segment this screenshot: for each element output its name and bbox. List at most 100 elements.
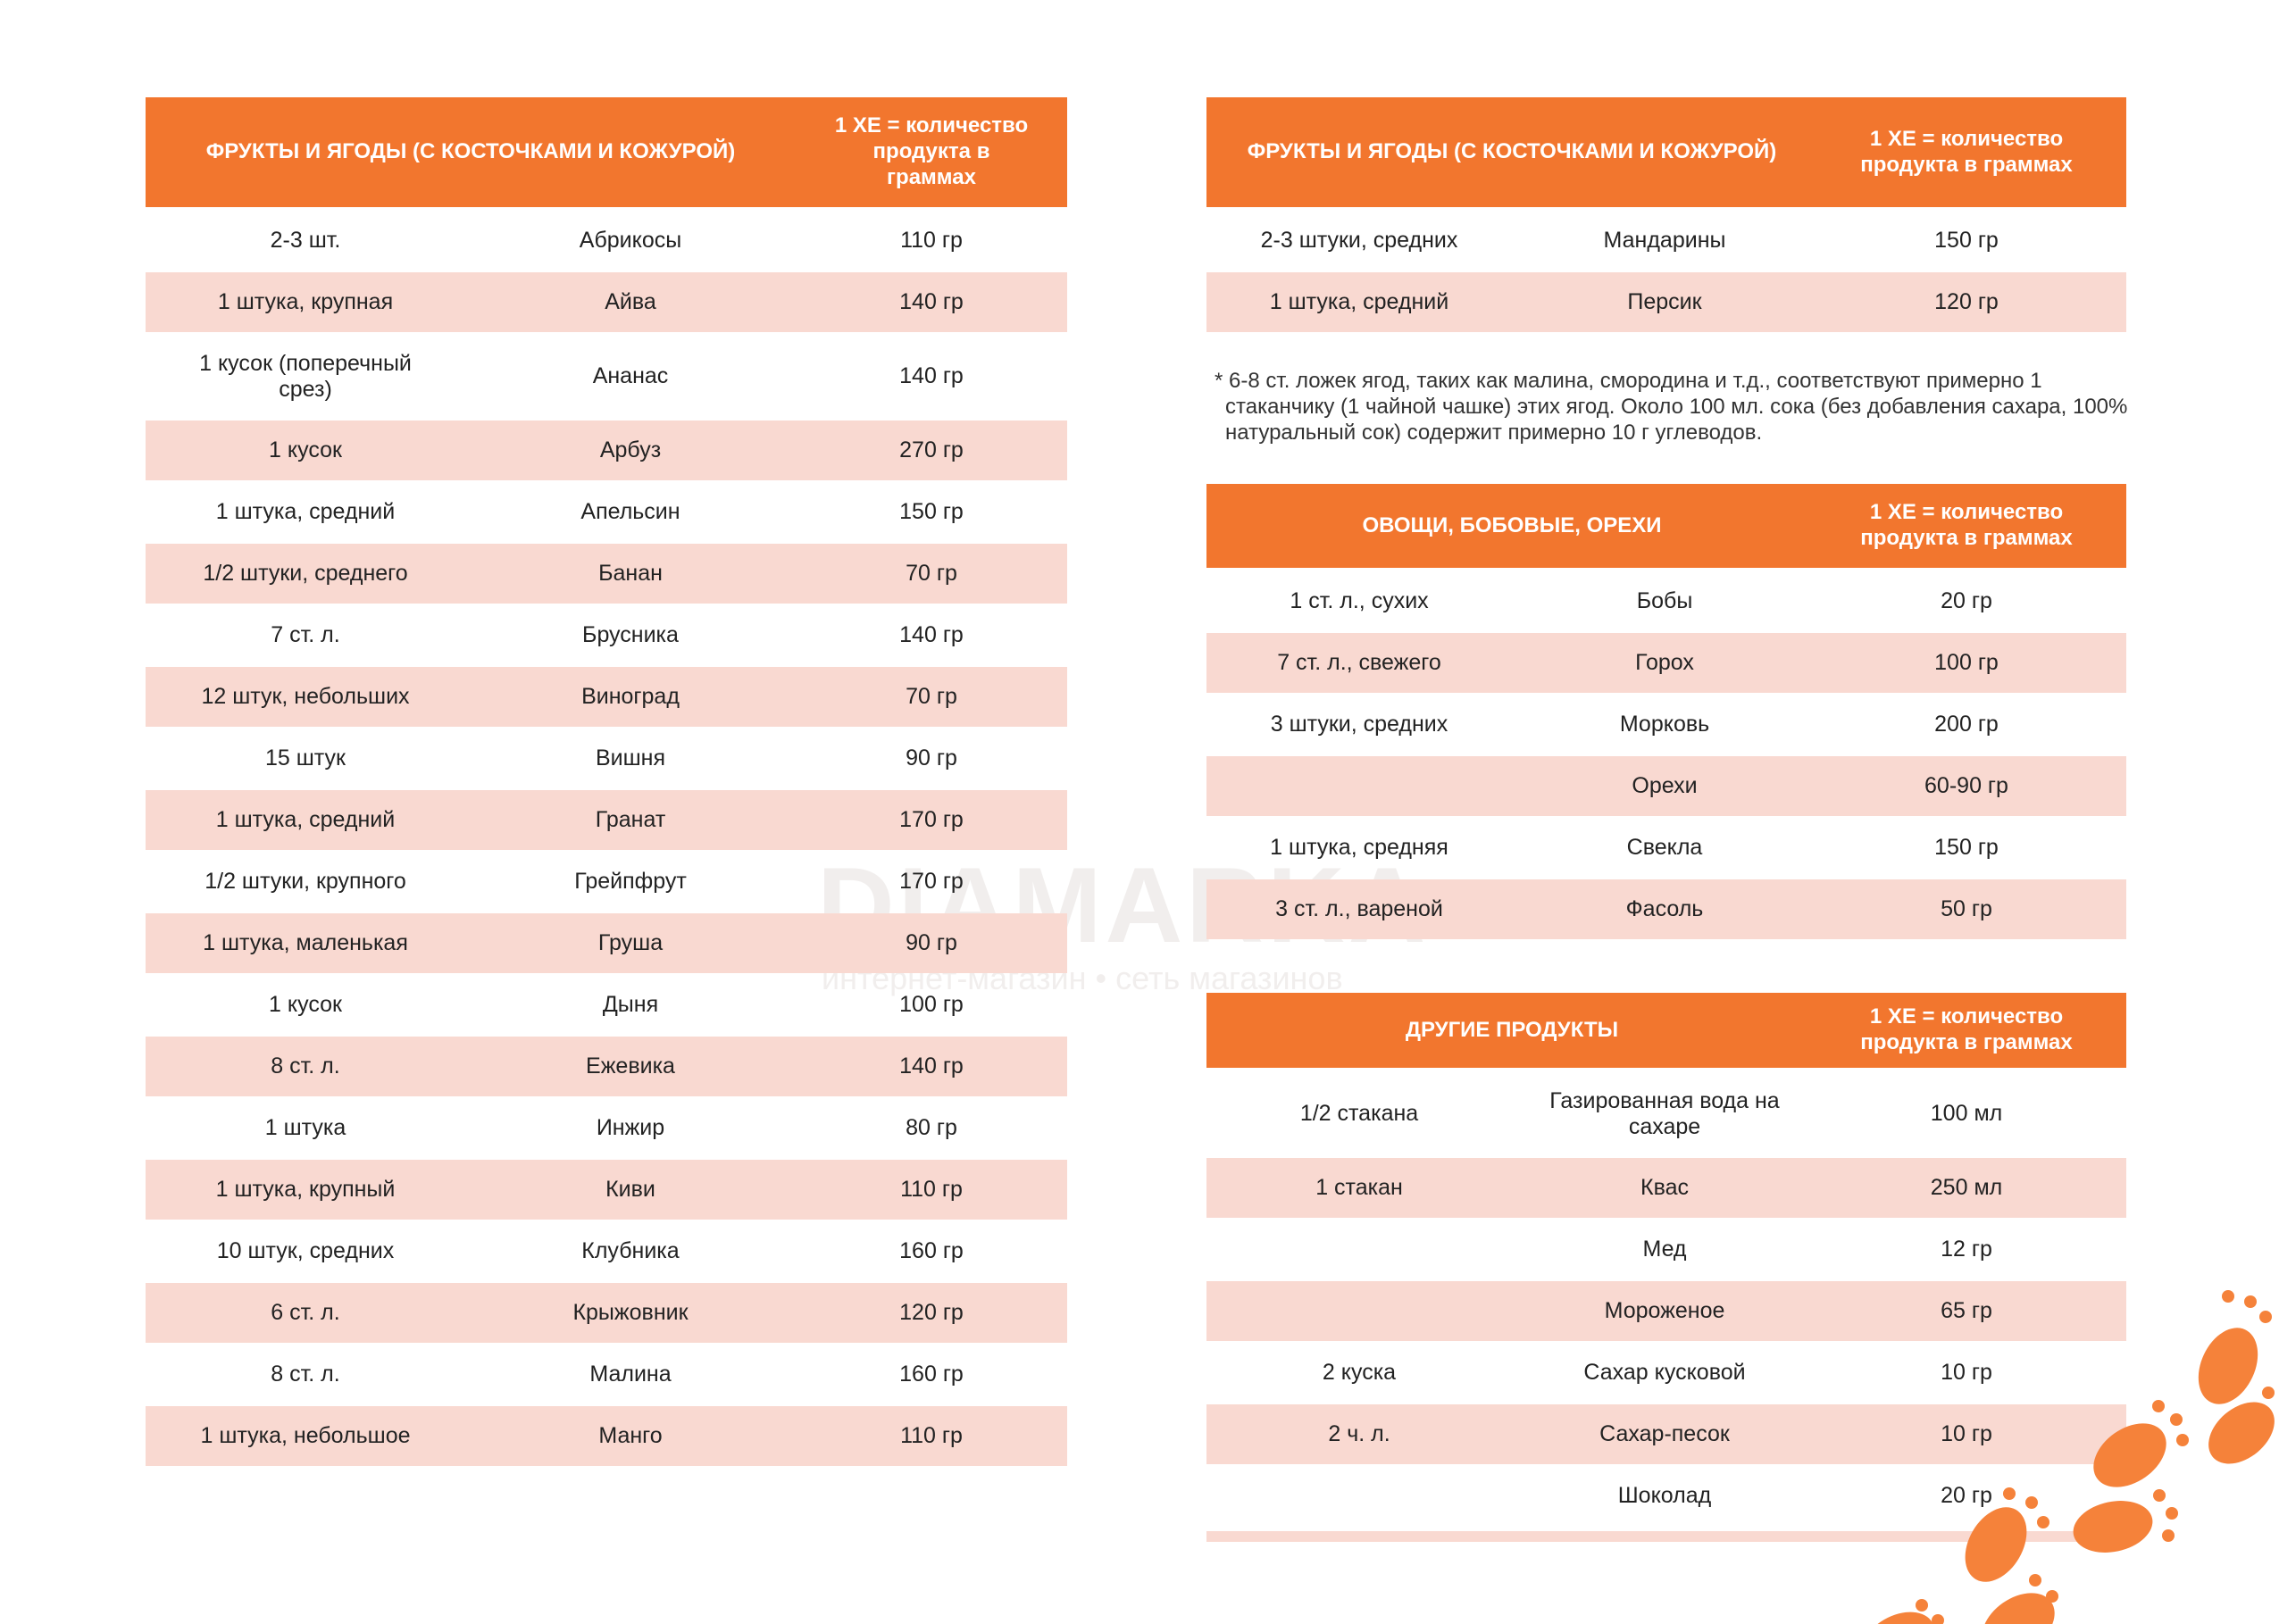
weight-cell: 70 гр [906, 684, 957, 710]
table-row: 1 штука, небольшое Манго 110 гр [146, 1406, 1067, 1466]
product-cell: Орехи [1632, 773, 1698, 799]
product-cell: Грейпфрут [574, 869, 687, 895]
product-cell: Клубника [581, 1238, 680, 1264]
table-row: 1 стакан Квас 250 мл [1206, 1158, 2126, 1218]
header-category: ФРУКТЫ И ЯГОДЫ (С КОСТОЧКАМИ И КОЖУРОЙ) [1247, 139, 1777, 164]
product-cell: Горох [1635, 650, 1694, 676]
other-products-table: ДРУГИЕ ПРОДУКТЫ 1 ХЕ = количество продук… [1206, 993, 2126, 1528]
portion-cell: 1 штука, средний [215, 499, 396, 525]
table-header: ОВОЩИ, БОБОВЫЕ, ОРЕХИ 1 ХЕ = количество … [1206, 484, 2126, 568]
portion-cell: 1 кусок [269, 437, 342, 463]
header-category: ДРУГИЕ ПРОДУКТЫ [1405, 1017, 1619, 1042]
table-row: 1 штука, средний Персик 120 гр [1206, 272, 2126, 332]
product-cell: Фасоль [1625, 896, 1704, 922]
table-row: 1/2 стакана Газированная вода на сахаре … [1206, 1071, 2126, 1156]
weight-cell: 70 гр [906, 561, 957, 587]
weight-cell: 100 мл [1930, 1101, 2003, 1127]
weight-cell: 140 гр [899, 1054, 964, 1079]
product-cell: Абрикосы [579, 228, 682, 254]
weight-cell: 140 гр [899, 289, 964, 315]
vegetables-table: ОВОЩИ, БОБОВЫЕ, ОРЕХИ 1 ХЕ = количество … [1206, 484, 2126, 941]
table-row: Мед 12 гр [1206, 1220, 2126, 1279]
header-amount: 1 ХЕ = количество продукта в граммах [1860, 500, 2073, 550]
table-row: 1 кусок Арбуз 270 гр [146, 421, 1067, 480]
product-cell: Шоколад [1617, 1483, 1712, 1509]
product-cell: Мед [1642, 1237, 1687, 1262]
table-row: 3 ст. л., вареной Фасоль 50 гр [1206, 879, 2126, 939]
table-row: Шоколад 20 гр [1206, 1466, 2126, 1526]
footprints-decoration [1860, 1290, 2275, 1624]
table-header: ФРУКТЫ И ЯГОДЫ (С КОСТОЧКАМИ И КОЖУРОЙ) … [146, 97, 1067, 207]
weight-cell: 20 гр [1941, 1483, 1992, 1509]
weight-cell: 50 гр [1941, 896, 1992, 922]
table-row: 2 ч. л. Сахар-песок 10 гр [1206, 1404, 2126, 1464]
weight-cell: 80 гр [906, 1115, 957, 1141]
table-row: 8 ст. л. Ежевика 140 гр [146, 1037, 1067, 1096]
table-row: Орехи 60-90 гр [1206, 756, 2126, 816]
weight-cell: 120 гр [899, 1300, 964, 1326]
portion-cell: 3 ст. л., вареной [1275, 896, 1443, 922]
portion-cell: 1 штука, маленькая [203, 930, 408, 956]
weight-cell: 270 гр [899, 437, 964, 463]
product-cell: Манго [598, 1423, 663, 1449]
table-row: 3 штуки, средних Морковь 200 гр [1206, 695, 2126, 754]
portion-cell: 1 штука [264, 1115, 346, 1141]
product-cell: Малина [589, 1362, 672, 1387]
portion-cell: 1 штука, небольшое [200, 1423, 411, 1449]
weight-cell: 110 гр [900, 228, 963, 254]
table-row: 1/2 штуки, среднего Банан 70 гр [146, 544, 1067, 604]
weight-cell: 90 гр [906, 930, 957, 956]
portion-cell: 1 штука, средний [215, 807, 396, 833]
table-row: 1 штука, маленькая Груша 90 гр [146, 913, 1067, 973]
weight-cell: 160 гр [899, 1238, 964, 1264]
portion-cell: 1 штука, крупный [215, 1177, 396, 1203]
product-cell: Морковь [1619, 712, 1710, 737]
portion-cell: 1 ст. л., сухих [1290, 588, 1429, 614]
product-cell: Апельсин [580, 499, 680, 525]
portion-cell: 1 кусок [269, 992, 342, 1018]
weight-cell: 150 гр [899, 499, 964, 525]
product-cell: Бобы [1636, 588, 1693, 614]
portion-cell: 1 стакан [1315, 1175, 1403, 1201]
weight-cell: 250 мл [1930, 1175, 2003, 1201]
portion-cell: 1 штука, средняя [1270, 835, 1448, 861]
portion-cell: 3 штуки, средних [1270, 712, 1448, 737]
header-category: ФРУКТЫ И ЯГОДЫ (С КОСТОЧКАМИ И КОЖУРОЙ) [205, 139, 736, 164]
weight-cell: 65 гр [1941, 1298, 1992, 1324]
table-row: 7 ст. л., свежего Горох 100 гр [1206, 633, 2126, 693]
weight-cell: 10 гр [1941, 1421, 1992, 1447]
table-row: 1 кусок (поперечный срез) Ананас 140 гр [146, 334, 1067, 419]
table-row: 1 кусок Дыня 100 гр [146, 975, 1067, 1035]
portion-cell: 6 ст. л. [271, 1300, 340, 1326]
weight-cell: 60-90 гр [1924, 773, 2008, 799]
product-cell: Персик [1627, 289, 1702, 315]
weight-cell: 12 гр [1941, 1237, 1992, 1262]
table-row: 10 штук, средних Клубника 160 гр [146, 1221, 1067, 1281]
berries-note: * 6-8 ст. ложек ягод, таких как малина, … [1215, 369, 2128, 445]
portion-cell: 12 штук, небольших [201, 684, 410, 710]
weight-cell: 100 гр [1934, 650, 1999, 676]
header-amount: 1 ХЕ = количество продукта в граммах [1860, 1004, 2073, 1054]
table-row: 12 штук, небольших Виноград 70 гр [146, 667, 1067, 727]
product-cell: Айва [605, 289, 656, 315]
weight-cell: 150 гр [1934, 228, 1999, 254]
weight-cell: 140 гр [899, 363, 964, 389]
product-cell: Арбуз [599, 437, 662, 463]
table-row: 1 штука, средний Гранат 170 гр [146, 790, 1067, 850]
product-cell: Сахар-песок [1599, 1421, 1730, 1447]
portion-cell: 1 кусок (поперечный срез) [199, 350, 412, 402]
product-cell: Квас [1640, 1175, 1689, 1201]
table-row: 6 ст. л. Крыжовник 120 гр [146, 1283, 1067, 1343]
table-row: 1 штука, крупный Киви 110 гр [146, 1160, 1067, 1220]
table-row: 1/2 штуки, крупного Грейпфрут 170 гр [146, 852, 1067, 912]
product-cell: Брусника [582, 622, 679, 648]
weight-cell: 170 гр [899, 869, 964, 895]
product-cell: Гранат [595, 807, 666, 833]
portion-cell: 1 штука, крупная [217, 289, 394, 315]
header-amount: 1 ХЕ = количество продукта в граммах [1860, 126, 2073, 177]
table-row: 1 штука, средний Апельсин 150 гр [146, 482, 1067, 542]
table-row: 2 куска Сахар кусковой 10 гр [1206, 1343, 2126, 1403]
product-cell: Мороженое [1604, 1298, 1725, 1324]
portion-cell: 1/2 штуки, среднего [203, 561, 408, 587]
product-cell: Крыжовник [572, 1300, 689, 1326]
